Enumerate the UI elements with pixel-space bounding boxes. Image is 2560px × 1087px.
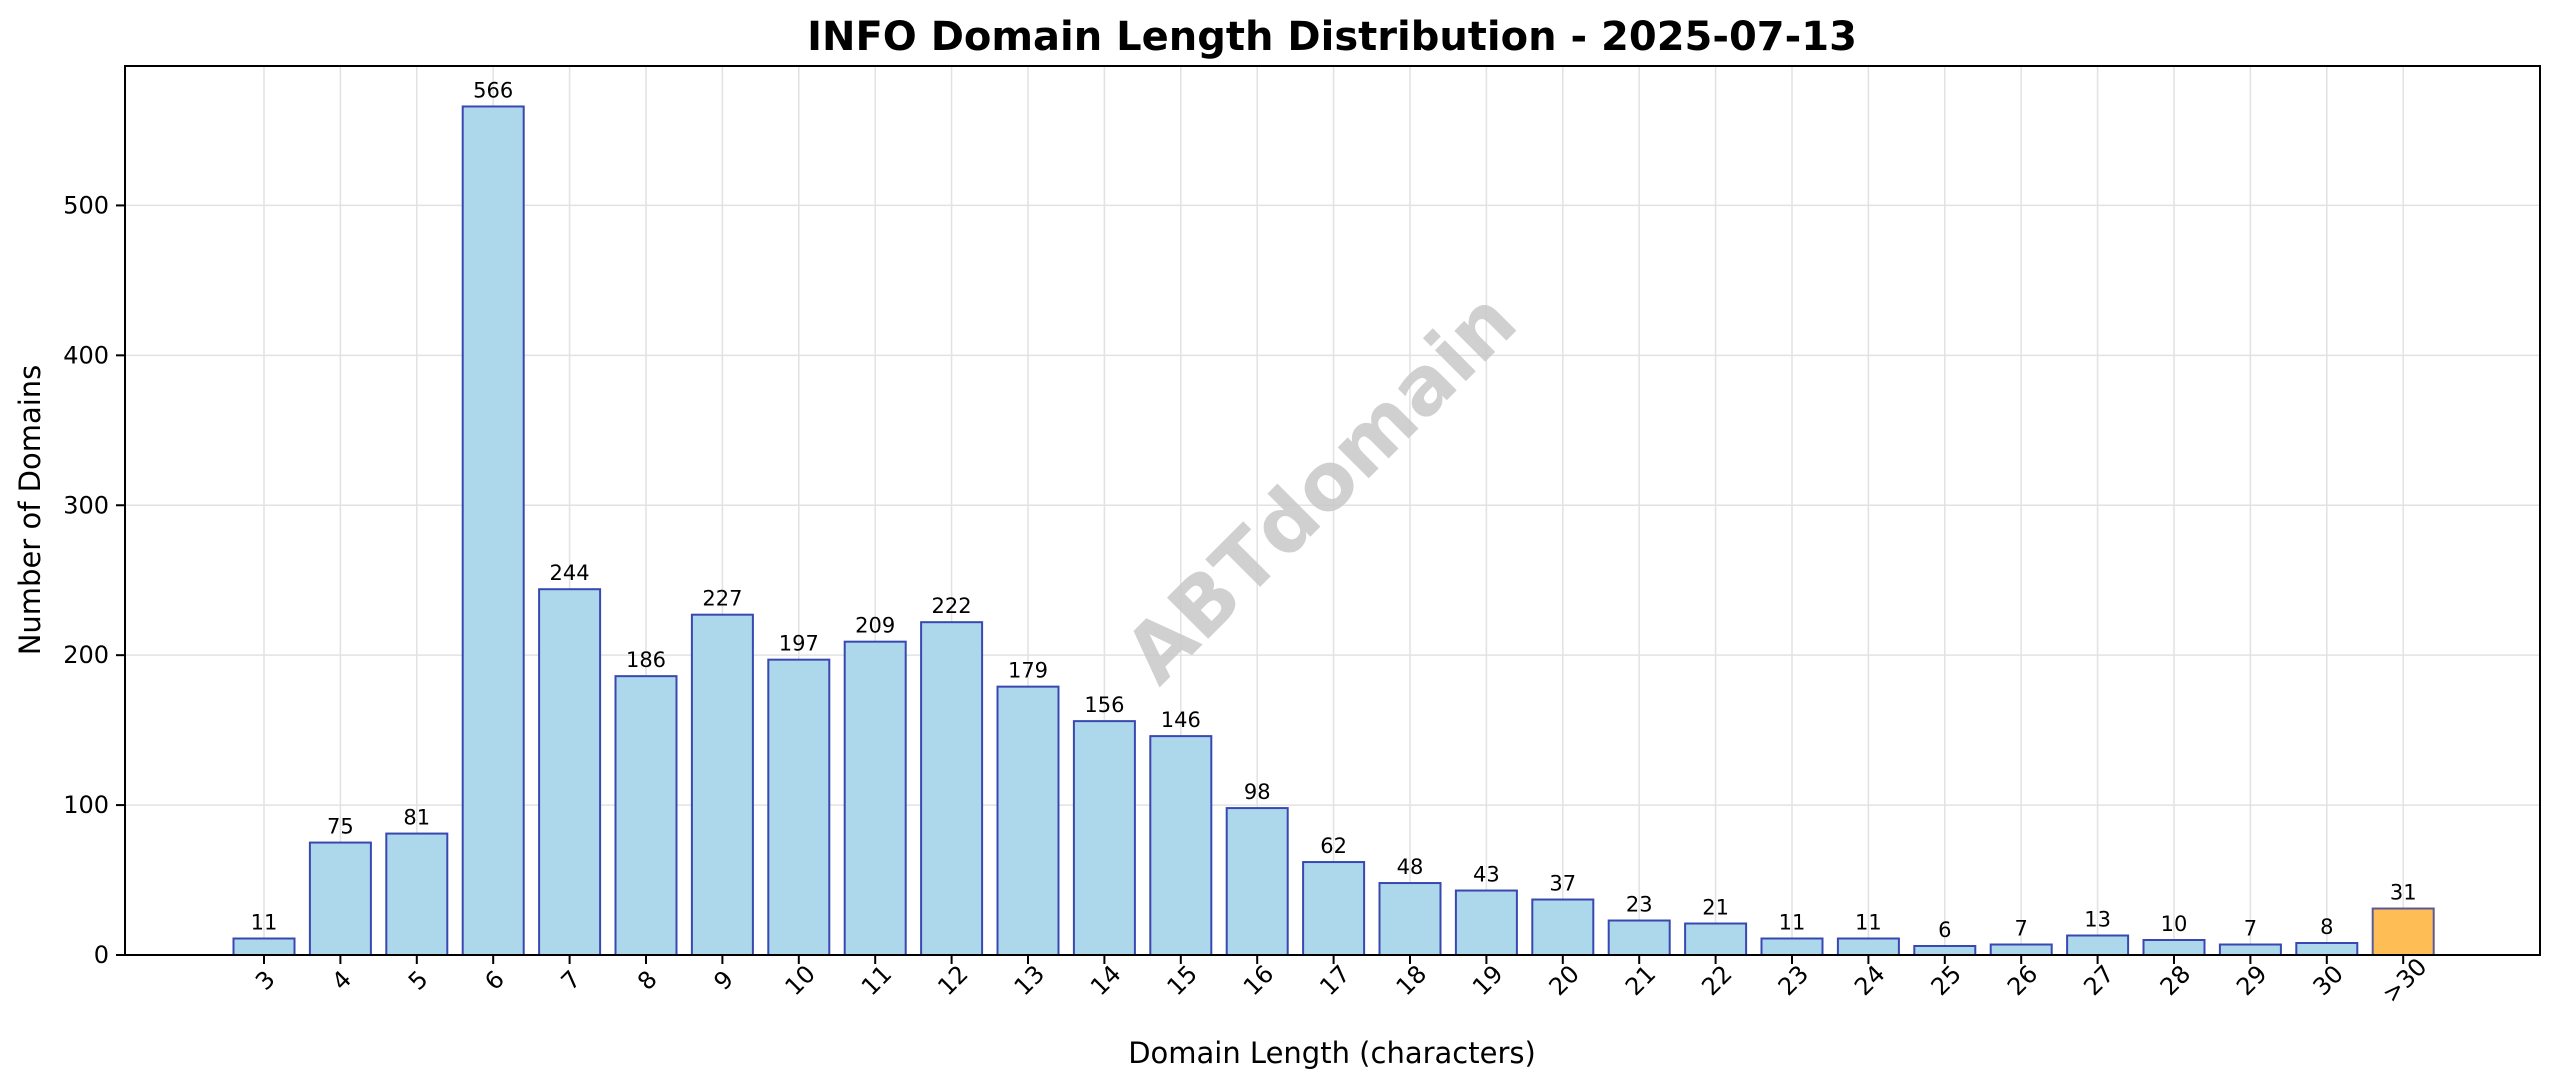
bar-11 xyxy=(843,640,907,956)
bar-6 xyxy=(461,105,525,956)
bar-10 xyxy=(767,658,831,956)
bar-value-label: 48 xyxy=(1397,855,1424,879)
y-tick-label: 200 xyxy=(63,641,109,669)
bar-27 xyxy=(2066,934,2130,957)
bar-value-label: 227 xyxy=(702,587,742,611)
bar-16 xyxy=(1225,807,1289,957)
bar-value-label: 244 xyxy=(550,561,590,585)
bar-20 xyxy=(1531,898,1595,956)
bar-value-label: 13 xyxy=(2084,908,2111,932)
bars xyxy=(232,105,2435,957)
bar-value-label: 186 xyxy=(626,648,666,672)
bar-value-label: 8 xyxy=(2320,915,2333,939)
bar-value-label: 23 xyxy=(1626,893,1653,917)
bar-3 xyxy=(232,937,296,957)
bar-7 xyxy=(538,588,602,957)
bar-value-label: 75 xyxy=(327,815,354,839)
bar-value-label: 98 xyxy=(1244,780,1271,804)
y-tick-label: 100 xyxy=(63,791,109,819)
y-tick-label: 400 xyxy=(63,341,109,369)
bar-value-label: 10 xyxy=(2161,912,2188,936)
bar-value-label: 11 xyxy=(251,911,278,935)
bar-value-label: 197 xyxy=(779,632,819,656)
bar-23 xyxy=(1760,937,1824,957)
bar-value-label: 156 xyxy=(1084,693,1124,717)
bar-22 xyxy=(1684,922,1748,956)
y-tick-label: 300 xyxy=(63,491,109,519)
bar-value-label: 62 xyxy=(1320,834,1347,858)
bar-19 xyxy=(1454,889,1518,956)
bar-25 xyxy=(1913,945,1977,957)
bar-17 xyxy=(1302,861,1366,956)
bar-over-30 xyxy=(2371,907,2435,956)
bar-26 xyxy=(1989,943,2053,957)
bar-value-label: 209 xyxy=(855,614,895,638)
y-tick-label: 500 xyxy=(63,191,109,219)
bar-value-label: 179 xyxy=(1008,659,1048,683)
bar-value-label: 21 xyxy=(1702,896,1729,920)
bar-13 xyxy=(996,685,1060,956)
plot-frame xyxy=(124,65,2541,956)
bar-5 xyxy=(385,832,449,956)
bar-8 xyxy=(614,675,678,956)
bar-21 xyxy=(1607,919,1671,957)
x-axis-label: Domain Length (characters) xyxy=(1128,1036,1536,1070)
bar-value-label: 222 xyxy=(932,594,972,618)
bar-value-label: 11 xyxy=(1779,911,1806,935)
bar-value-label: 43 xyxy=(1473,863,1500,887)
bar-value-label: 7 xyxy=(2244,917,2257,941)
bar-value-label: 566 xyxy=(473,78,513,102)
bar-24 xyxy=(1836,937,1900,957)
y-axis-label: Number of Domains xyxy=(13,365,47,656)
bar-15 xyxy=(1149,735,1213,956)
bar-14 xyxy=(1072,720,1136,956)
y-tick-label: 0 xyxy=(94,941,109,969)
bar-9 xyxy=(690,613,754,956)
bar-value-label: 31 xyxy=(2390,881,2417,905)
bar-value-label: 81 xyxy=(403,806,430,830)
bar-12 xyxy=(920,621,984,956)
bar-value-label: 7 xyxy=(2015,917,2028,941)
bar-value-label: 37 xyxy=(1549,872,1576,896)
bar-value-label: 11 xyxy=(1855,911,1882,935)
bar-4 xyxy=(308,841,372,956)
bar-30 xyxy=(2295,942,2359,957)
bar-value-label: 146 xyxy=(1161,708,1201,732)
bar-29 xyxy=(2218,943,2282,957)
bar-28 xyxy=(2142,939,2206,956)
bar-value-label: 6 xyxy=(1938,918,1951,942)
y-axis-ticks: 0 100 200 300 400 500 xyxy=(63,191,125,969)
chart-title: INFO Domain Length Distribution - 2025-0… xyxy=(807,14,1857,60)
bar-18 xyxy=(1378,882,1442,956)
